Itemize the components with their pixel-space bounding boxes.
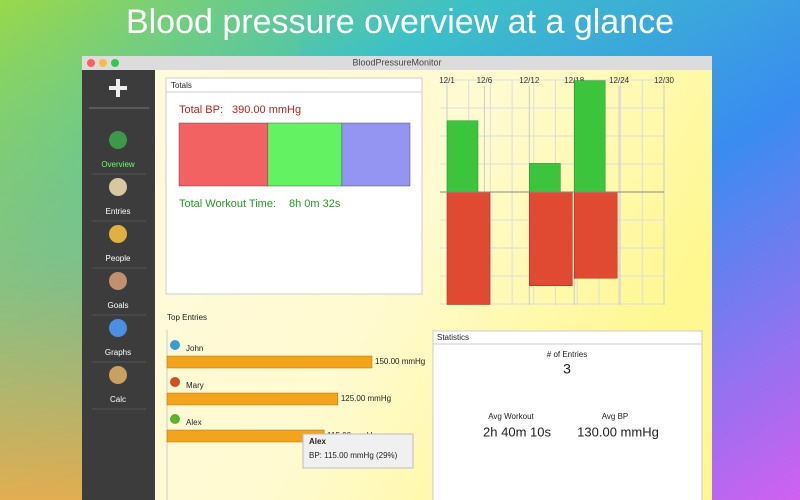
date-label: 12/24 — [609, 76, 630, 85]
avg-bp-value: 130.00 mmHg — [577, 424, 659, 439]
entry-bar[interactable] — [166, 355, 373, 369]
total-bp-value: 390.00 mmHg — [232, 104, 301, 116]
totals-segment — [341, 122, 411, 187]
entry-value: 150.00 mmHg — [375, 357, 425, 366]
sidebar-icon[interactable] — [109, 272, 127, 290]
entry-name: John — [186, 344, 203, 353]
totals-segment — [178, 122, 269, 187]
sidebar-label[interactable]: Graphs — [105, 348, 131, 357]
entry-bar[interactable] — [166, 429, 325, 443]
sidebar-icon[interactable] — [109, 178, 127, 196]
window-title: BloodPressureMonitor — [352, 57, 441, 67]
entry-name: Alex — [186, 418, 202, 427]
title-bar — [82, 56, 712, 70]
headline: Blood pressure overview at a glance — [126, 3, 674, 41]
avg-bp-label: Avg BP — [602, 412, 629, 421]
zoom-button[interactable] — [111, 59, 119, 67]
date-label: 12/30 — [654, 76, 675, 85]
totals-segment — [267, 122, 343, 187]
sidebar-icon[interactable] — [109, 225, 127, 243]
workout-bar — [529, 163, 561, 193]
person-icon — [170, 340, 180, 350]
date-label: 12/6 — [477, 76, 493, 85]
workout-bar — [446, 120, 479, 193]
sidebar-label[interactable]: Entries — [106, 207, 131, 216]
bp-bar — [446, 191, 491, 305]
add-button[interactable] — [109, 79, 127, 97]
avg-workout-label: Avg Workout — [488, 412, 534, 421]
date-label: 12/1 — [439, 76, 455, 85]
close-button[interactable] — [87, 59, 95, 67]
sidebar-icon[interactable] — [109, 319, 127, 337]
sidebar-label[interactable]: People — [106, 254, 131, 263]
sidebar-label[interactable]: Overview — [101, 160, 135, 169]
avg-workout-value: 2h 40m 10s — [483, 424, 551, 439]
minimize-button[interactable] — [99, 59, 107, 67]
tooltip-text: BP: 115.00 mmHg (29%) — [309, 451, 398, 460]
entries-value: 3 — [563, 361, 571, 377]
workout-value: 8h 0m 32s — [289, 198, 341, 210]
workout-bar — [573, 80, 606, 193]
entry-value: 125.00 mmHg — [341, 394, 391, 403]
tooltip — [302, 433, 414, 469]
bp-bar — [573, 191, 618, 279]
sidebar-label[interactable]: Calc — [110, 395, 126, 404]
statistics-panel — [432, 330, 703, 500]
entry-name: Mary — [186, 381, 204, 390]
bp-bar — [529, 191, 573, 286]
entries-label: # of Entries — [547, 350, 587, 359]
totals-title: Totals — [171, 81, 192, 90]
statistics-title: Statistics — [437, 333, 469, 342]
sidebar-icon[interactable] — [109, 366, 127, 384]
entry-bar[interactable] — [166, 392, 339, 406]
total-bp-label: Total BP: — [179, 104, 223, 116]
person-icon — [170, 414, 180, 424]
sidebar-icon[interactable] — [109, 131, 127, 149]
person-icon — [170, 377, 180, 387]
sidebar-label[interactable]: Goals — [108, 301, 129, 310]
top-entries-title: Top Entries — [167, 313, 207, 322]
tooltip-name: Alex — [309, 437, 326, 446]
date-label: 12/12 — [519, 76, 540, 85]
workout-label: Total Workout Time: — [179, 198, 276, 210]
